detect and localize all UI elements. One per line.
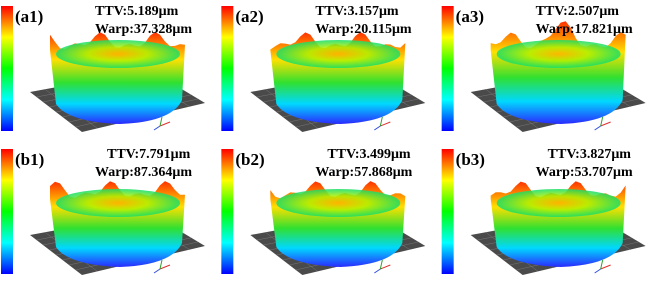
panel: (a2) TTV:3.157μm Warp:20.115μm <box>221 4 426 132</box>
colorbar <box>221 6 234 131</box>
ttv-value: TTV:3.499μm <box>327 147 411 162</box>
ttv-value: TTV:5.189μm <box>95 4 179 19</box>
wafer-top <box>56 40 180 68</box>
warp-value: Warp:57.868μm <box>315 165 412 180</box>
axis-z <box>153 268 161 274</box>
ttv-value: TTV:3.827μm <box>548 147 632 162</box>
warp-value: Warp:37.328μm <box>95 22 192 37</box>
panel: (b1) TTV:7.791μm Warp:87.364μm <box>1 147 205 275</box>
axis-x <box>380 264 391 270</box>
axis-z <box>594 125 601 131</box>
colorbar <box>1 149 13 274</box>
panel-label: (b2) <box>235 150 264 169</box>
colorbar <box>1 6 13 131</box>
axis-y <box>159 259 163 270</box>
wafer-top <box>496 189 621 217</box>
warp-value: Warp:53.707μm <box>536 165 633 180</box>
panel-label: (b3) <box>456 150 485 169</box>
panel: (b2) TTV:3.499μm Warp:57.868μm <box>221 147 426 275</box>
colorbar <box>221 149 234 274</box>
axis-z <box>153 125 161 131</box>
axis-y <box>600 116 604 127</box>
wafer-top <box>276 40 401 68</box>
axis-x <box>159 264 171 270</box>
panel-label: (a3) <box>456 7 484 26</box>
panel: (b3) TTV:3.827μm Warp:53.707μm <box>441 147 646 275</box>
panel: (a1) TTV:5.189μm Warp:37.328μm <box>1 4 205 132</box>
axis-z <box>594 268 601 274</box>
warp-value: Warp:87.364μm <box>95 165 192 180</box>
colorbar <box>441 149 454 274</box>
panel: (a3) TTV:2.507μm Warp:17.821μm <box>441 4 646 132</box>
panel-label: (a1) <box>15 7 43 26</box>
axis-y <box>379 259 383 270</box>
axis-x <box>600 264 611 270</box>
ttv-value: TTV:3.157μm <box>315 4 399 19</box>
wafer-top <box>276 189 401 217</box>
warp-value: Warp:17.821μm <box>536 22 633 37</box>
axis-y <box>379 116 383 127</box>
panel-label: (a2) <box>235 7 263 26</box>
axis-x <box>600 121 611 127</box>
axis-z <box>374 268 381 274</box>
warp-value: Warp:20.115μm <box>315 22 412 37</box>
axis-y <box>159 116 163 127</box>
axis-x <box>159 121 171 127</box>
ttv-value: TTV:2.507μm <box>536 4 620 19</box>
axis-z <box>374 125 381 131</box>
axis-x <box>380 121 391 127</box>
wafer-top <box>496 40 621 68</box>
ttv-value: TTV:7.791μm <box>107 147 191 162</box>
colorbar <box>441 6 454 131</box>
axis-y <box>600 259 604 270</box>
panel-label: (b1) <box>15 150 44 169</box>
wafer-top <box>56 189 180 217</box>
